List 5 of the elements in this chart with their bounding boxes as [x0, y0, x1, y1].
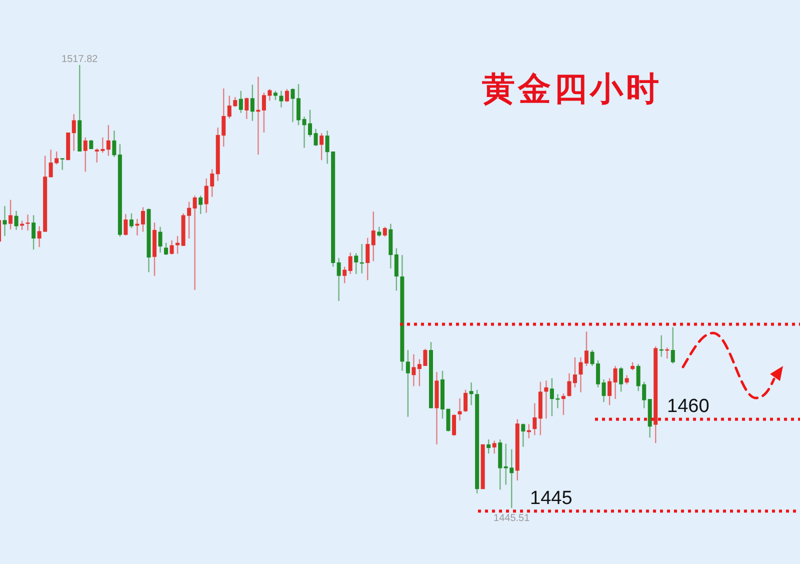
chart-title: 黄金四小时 [482, 69, 662, 108]
ref-line-label: 1460 [667, 396, 710, 418]
ref-line-label: 1445 [530, 488, 572, 510]
annotation: 1445.51 [494, 513, 530, 524]
annotation: 1517.82 [62, 54, 98, 65]
